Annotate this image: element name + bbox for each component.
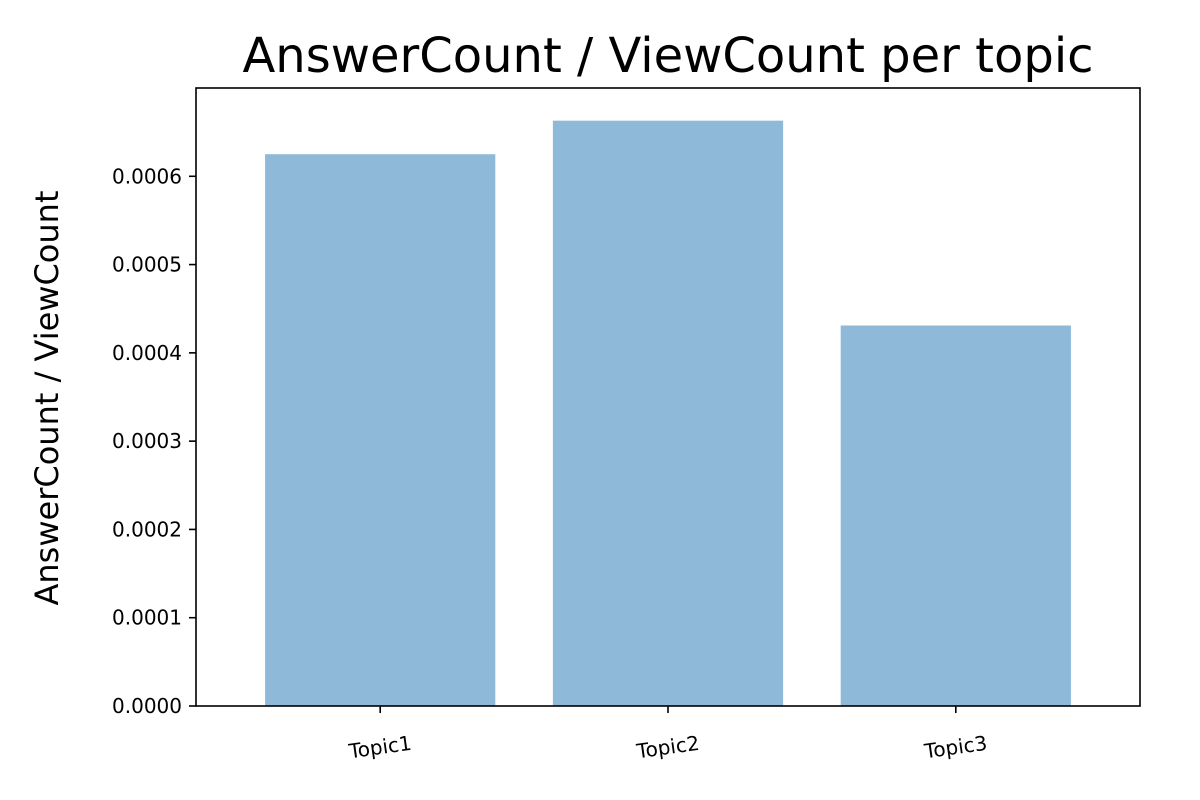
y-tick-label: 0.0004 xyxy=(112,341,182,365)
bar-topic3 xyxy=(840,325,1071,706)
plot-frame xyxy=(195,87,1141,707)
chart-title: AnswerCount / ViewCount per topic xyxy=(242,28,1093,84)
x-axis-ticks: Topic1 Topic2 Topic3 xyxy=(346,706,989,764)
y-axis-label: AnswerCount / ViewCount xyxy=(28,191,66,606)
y-tick-label: 0.0003 xyxy=(112,429,182,453)
y-tick-label: 0.0001 xyxy=(112,606,182,630)
bar-topic2 xyxy=(552,120,784,706)
bars-group xyxy=(265,120,1071,706)
x-tick-label-topic1: Topic1 xyxy=(346,731,413,764)
y-tick-label: 0.0002 xyxy=(112,517,182,541)
y-tick-label: 0.0006 xyxy=(112,164,182,188)
bar-topic1 xyxy=(265,154,496,706)
x-tick-label-topic2: Topic2 xyxy=(634,731,701,764)
y-tick-label: 0.0005 xyxy=(112,253,182,277)
y-tick-label: 0.0000 xyxy=(112,694,182,718)
y-axis-ticks: 0.0000 0.0001 0.0002 0.0003 0.0004 0.0005 0.00… xyxy=(112,164,196,718)
x-tick-label-topic3: Topic3 xyxy=(922,731,989,764)
